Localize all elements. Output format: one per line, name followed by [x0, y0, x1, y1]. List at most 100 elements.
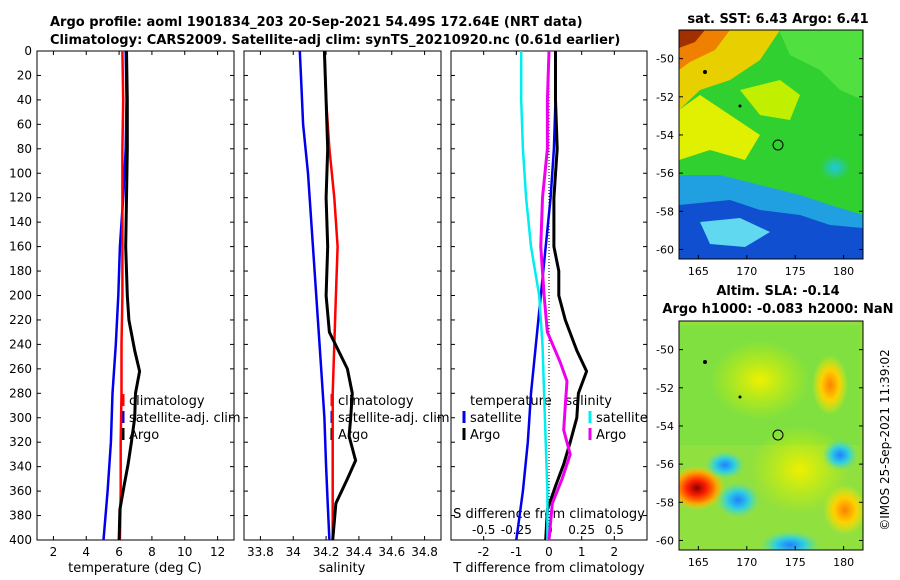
y-tick-label: 400	[9, 533, 32, 547]
y-tick-label: 200	[9, 289, 32, 303]
series-line-argo	[117, 50, 142, 541]
y-tick-label: 280	[9, 386, 32, 400]
map-y-tick-label: -56	[656, 167, 674, 180]
map-y-tick-label: -58	[656, 205, 674, 218]
series-line-climatology	[118, 50, 125, 541]
y-tick-label: 140	[9, 215, 32, 229]
series-line-salinity-satellite	[519, 51, 549, 540]
map-y-tick-label: -50	[656, 53, 674, 66]
map-x-tick-label: 165	[688, 556, 709, 569]
x-top-tick-label: -0.25	[501, 523, 532, 537]
x-tick-label: 34.8	[411, 545, 438, 559]
legend-label-temp-satellite: satellite	[470, 411, 522, 426]
x-tick-label: 12	[210, 545, 225, 559]
series-line-argo	[322, 50, 358, 541]
x-tick-label: 2	[611, 545, 619, 559]
y-tick-label: 380	[9, 509, 32, 523]
map-y-tick-label: -60	[656, 243, 674, 256]
y-tick-label: 220	[9, 313, 32, 327]
legend-label-argo: Argo	[129, 428, 159, 443]
x-tick-label: 1	[578, 545, 586, 559]
map-y-tick-label: -58	[656, 496, 674, 509]
sla-argo-position-marker	[772, 429, 784, 441]
x-top-tick-label: 0.25	[568, 523, 595, 537]
map-y-tick-label: -54	[656, 129, 674, 142]
y-tick-label: 260	[9, 362, 32, 376]
x-tick-label: 8	[148, 545, 156, 559]
series-line-salinity-argo	[539, 50, 572, 541]
x-tick-label: -1	[510, 545, 522, 559]
y-tick-label: 340	[9, 460, 32, 474]
x-tick-label: 10	[177, 545, 192, 559]
sst-map-image	[679, 30, 863, 259]
x-tick-label: 34.6	[378, 545, 405, 559]
map-x-tick-label: 175	[785, 265, 806, 278]
figure-title-line1: Argo profile: aoml 1901834_203 20-Sep-20…	[50, 15, 583, 30]
sla-map-image	[679, 321, 863, 550]
x-tick-label: -2	[478, 545, 490, 559]
y-tick-label: 100	[9, 166, 32, 180]
series-line-temperature-argo	[544, 51, 589, 541]
legend-label-satellite-adj: satellite-adj. clim	[338, 411, 450, 426]
legend-label-argo: Argo	[338, 428, 368, 443]
y-tick-label: 360	[9, 484, 32, 498]
sst-map-frame	[678, 29, 864, 260]
x-top-tick-label: 0.5	[605, 523, 624, 537]
map-y-tick-label: -50	[656, 344, 674, 357]
x-tick-label: 34	[286, 545, 301, 559]
legend-label-sal-argo: Argo	[596, 428, 626, 443]
legend-label-sal-satellite: satellite	[596, 411, 648, 426]
map-x-tick-label: 165	[688, 265, 709, 278]
map-x-tick-label: 180	[833, 556, 854, 569]
y-tick-label: 240	[9, 337, 32, 351]
legend-label-climatology: climatology	[338, 394, 414, 409]
legend-label-satellite-adj: satellite-adj. clim	[129, 411, 241, 426]
imos-watermark: ©IMOS 25-Sep-2021 11:39:02	[878, 349, 892, 531]
map-y-tick-label: -52	[656, 382, 674, 395]
y-tick-label: 120	[9, 191, 32, 205]
sst-map-title: sat. SST: 6.43 Argo: 6.41	[687, 12, 868, 27]
map-y-tick-label: -52	[656, 91, 674, 104]
series-line-temperature-satellite	[515, 51, 557, 541]
map-y-tick-label: -60	[656, 534, 674, 547]
y-tick-label: 0	[24, 44, 32, 58]
x-tick-label: 34.2	[313, 545, 340, 559]
x-tick-label: 33.8	[247, 545, 274, 559]
legend-title-salinity: salinity	[565, 394, 612, 409]
figure-title-line2: Climatology: CARS2009. Satellite-adj cli…	[50, 33, 621, 48]
map-x-tick-label: 170	[736, 265, 757, 278]
map-x-tick-label: 180	[833, 265, 854, 278]
y-tick-label: 60	[17, 117, 32, 131]
map-x-tick-label: 175	[785, 556, 806, 569]
x-tick-label: 0	[545, 545, 553, 559]
map-y-tick-label: -54	[656, 420, 674, 433]
y-tick-label: 20	[17, 68, 32, 82]
difference-xlabel: T difference from climatology	[452, 561, 645, 576]
legend-title-temperature: temperature	[470, 394, 552, 409]
legend-label-climatology: climatology	[129, 394, 205, 409]
salinity-plot-frame	[243, 50, 442, 541]
series-line-satellite-adj-clim	[298, 50, 331, 541]
difference-xlabel-top: S difference from climatology	[453, 507, 645, 522]
temperature-xlabel: temperature (deg C)	[68, 561, 202, 576]
y-tick-label: 40	[17, 93, 32, 107]
sst-argo-position-marker	[772, 139, 784, 151]
sla-map-title: Altim. SLA: -0.14	[716, 284, 839, 299]
salinity-xlabel: salinity	[319, 561, 366, 576]
sla-map-frame	[678, 320, 864, 551]
y-tick-label: 80	[17, 142, 32, 156]
x-tick-label: 34.4	[346, 545, 373, 559]
y-tick-label: 320	[9, 435, 32, 449]
x-top-tick-label: -0.5	[472, 523, 495, 537]
temperature-legend: climatology satellite-adj. clim Argo	[121, 394, 241, 443]
y-tick-label: 300	[9, 411, 32, 425]
y-tick-label: 160	[9, 240, 32, 254]
sla-map-subtitle: Argo h1000: -0.083 h2000: NaN	[662, 302, 893, 317]
y-tick-label: 180	[9, 264, 32, 278]
temperature-plot-frame	[36, 50, 235, 541]
map-x-tick-label: 170	[736, 556, 757, 569]
x-tick-label: 2	[50, 545, 58, 559]
x-tick-label: 6	[115, 545, 123, 559]
map-y-tick-label: -56	[656, 458, 674, 471]
